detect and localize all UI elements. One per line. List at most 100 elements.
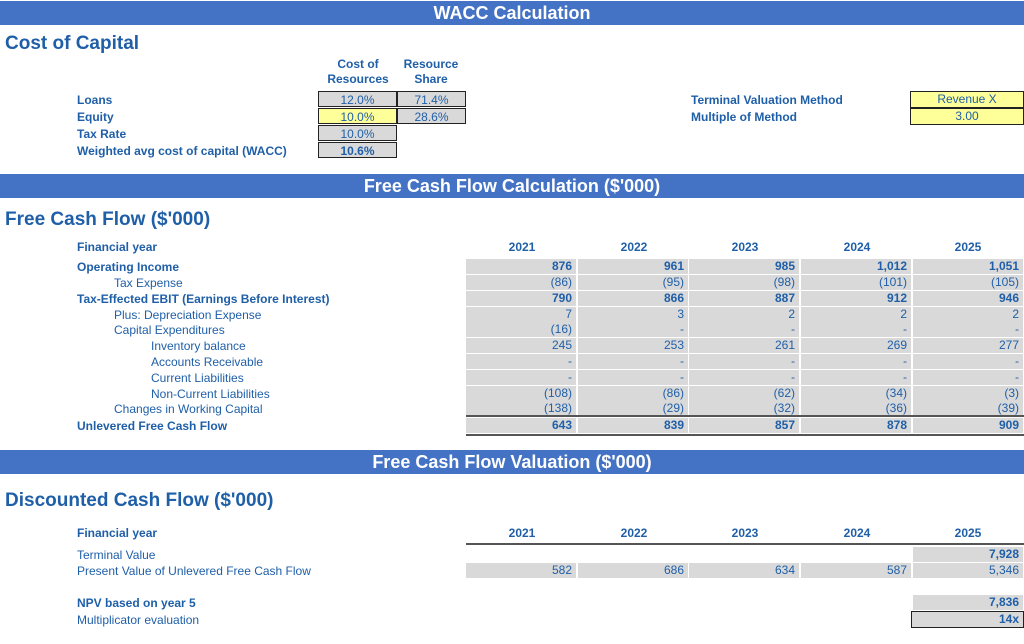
fcf-cell[interactable]: - (578, 322, 688, 337)
fcf-cell[interactable]: 1,012 (801, 259, 911, 274)
fcf-cell[interactable]: - (913, 354, 1023, 369)
fcf-year-2021: 2021 (508, 240, 536, 254)
fcf-cell[interactable]: 7 (466, 307, 576, 322)
pv-cell-2022[interactable]: 686 (578, 563, 688, 578)
fcf-cell[interactable]: (62) (689, 386, 799, 401)
fcf-cell[interactable]: (39) (913, 401, 1023, 416)
fcf-cell[interactable]: 1,051 (913, 259, 1023, 274)
fcf-cell[interactable]: (105) (913, 275, 1023, 290)
equity-share-cell[interactable]: 28.6% (397, 108, 466, 124)
fcf-cell[interactable]: 876 (466, 259, 576, 274)
fcf-cell[interactable]: (98) (689, 275, 799, 290)
fcf-cell[interactable]: 269 (801, 338, 911, 353)
depreciation-label: Plus: Depreciation Expense (114, 308, 262, 322)
fcf-cell[interactable]: (86) (466, 275, 576, 290)
fcf-cell[interactable]: - (913, 322, 1023, 337)
present-value-label: Present Value of Unlevered Free Cash Flo… (77, 564, 311, 578)
wacc-value-cell[interactable]: 10.6% (318, 142, 397, 158)
fcf-cell[interactable]: - (466, 354, 576, 369)
fcf-cell[interactable]: 985 (689, 259, 799, 274)
fcf-cell[interactable]: 878 (801, 418, 911, 433)
fcf-cell[interactable]: - (689, 322, 799, 337)
fcf-cell[interactable]: 2 (689, 307, 799, 322)
multiple-method-cell[interactable]: 3.00 (910, 108, 1024, 125)
cost-of-resources-header: Cost of Resources (320, 57, 396, 87)
share-header-line1: Resource (403, 57, 459, 71)
fcf-cell[interactable]: - (689, 354, 799, 369)
fcf-cell[interactable]: - (913, 370, 1023, 385)
fcf-cell[interactable]: - (801, 322, 911, 337)
fcf-cell[interactable]: 2 (801, 307, 911, 322)
dcf-title: Discounted Cash Flow ($'000) (5, 490, 274, 511)
fcf-cell[interactable]: - (466, 370, 576, 385)
cost-header-line2: Resources (327, 72, 389, 86)
current-liabilities-label: Current Liabilities (151, 371, 244, 385)
fcf-banner: Free Cash Flow Calculation ($'000) (0, 174, 1024, 198)
pv-cell-2023[interactable]: 634 (689, 563, 799, 578)
fcf-cell[interactable]: (138) (466, 401, 576, 416)
fcf-cell[interactable]: (101) (801, 275, 911, 290)
fcf-cell[interactable]: (32) (689, 401, 799, 416)
tax-rate-label: Tax Rate (77, 127, 127, 141)
equity-cost-cell[interactable]: 10.0% (318, 108, 397, 124)
fcf-cell[interactable]: (95) (578, 275, 688, 290)
pv-cell-2025[interactable]: 5,346 (913, 563, 1023, 578)
dcf-financial-year-label: Financial year (77, 526, 158, 540)
fcf-cell[interactable]: (34) (801, 386, 911, 401)
fcf-cell[interactable]: 2 (913, 307, 1023, 322)
fcf-cell[interactable]: 253 (578, 338, 688, 353)
fcf-year-2022: 2022 (620, 240, 648, 254)
fcf-cell[interactable]: (29) (578, 401, 688, 416)
fcf-title: Free Cash Flow ($'000) (5, 209, 211, 230)
fcf-cell[interactable]: (16) (466, 322, 576, 337)
loans-share-cell[interactable]: 71.4% (397, 91, 466, 107)
fcf-year-2025: 2025 (954, 240, 982, 254)
pv-cell-2021[interactable]: 582 (466, 563, 576, 578)
fcf-cell[interactable]: - (689, 370, 799, 385)
npv-value-cell[interactable]: 7,836 (913, 595, 1023, 610)
cost-header-line1: Cost of (337, 57, 379, 71)
inventory-label: Inventory balance (151, 339, 246, 353)
terminal-method-label: Terminal Valuation Method (691, 93, 843, 107)
fcf-cell[interactable]: 790 (466, 291, 576, 306)
dcf-year-2021: 2021 (508, 526, 536, 540)
fcf-cell[interactable]: - (578, 370, 688, 385)
fcf-cell[interactable]: 961 (578, 259, 688, 274)
terminal-value-cell[interactable]: 7,928 (913, 547, 1023, 562)
tax-effected-ebit-label: Tax-Effected EBIT (Earnings Before Inter… (77, 292, 330, 306)
fcf-cell[interactable]: (108) (466, 386, 576, 401)
fcf-cell[interactable]: 245 (466, 338, 576, 353)
fcf-cell[interactable]: (86) (578, 386, 688, 401)
terminal-method-cell[interactable]: Revenue X (910, 91, 1024, 108)
fcf-cell[interactable]: (36) (801, 401, 911, 416)
dcf-year-2022: 2022 (620, 526, 648, 540)
fcf-cell[interactable]: - (578, 354, 688, 369)
fcf-cell[interactable]: 887 (689, 291, 799, 306)
fcf-cell[interactable]: 866 (578, 291, 688, 306)
wacc-banner: WACC Calculation (0, 1, 1024, 25)
fcf-cell[interactable]: 277 (913, 338, 1023, 353)
fcf-cell[interactable]: 643 (466, 418, 576, 433)
loans-cost-cell[interactable]: 12.0% (318, 91, 397, 107)
fcf-cell[interactable]: 261 (689, 338, 799, 353)
fcf-cell[interactable]: 946 (913, 291, 1023, 306)
fcf-cell[interactable]: 3 (578, 307, 688, 322)
equity-label: Equity (77, 110, 114, 124)
fcf-cell[interactable]: - (801, 370, 911, 385)
tax-rate-cell[interactable]: 10.0% (318, 125, 397, 141)
fcf-financial-year-label: Financial year (77, 240, 158, 254)
fcf-cell[interactable]: 857 (689, 418, 799, 433)
share-header-line2: Share (414, 72, 448, 86)
multiplicator-value-cell[interactable]: 14x (911, 611, 1024, 628)
fcf-cell[interactable]: 912 (801, 291, 911, 306)
fcf-cell[interactable]: 839 (578, 418, 688, 433)
pv-cell-2024[interactable]: 587 (801, 563, 911, 578)
dcf-header-underline (466, 543, 1024, 545)
fcf-cell[interactable]: 909 (913, 418, 1023, 433)
fcf-cell[interactable]: (3) (913, 386, 1023, 401)
resource-share-header: Resource Share (398, 57, 464, 87)
tax-expense-label: Tax Expense (114, 276, 183, 290)
operating-income-label: Operating Income (77, 260, 180, 274)
fcf-cell[interactable]: - (801, 354, 911, 369)
capex-label: Capital Expenditures (114, 323, 225, 337)
